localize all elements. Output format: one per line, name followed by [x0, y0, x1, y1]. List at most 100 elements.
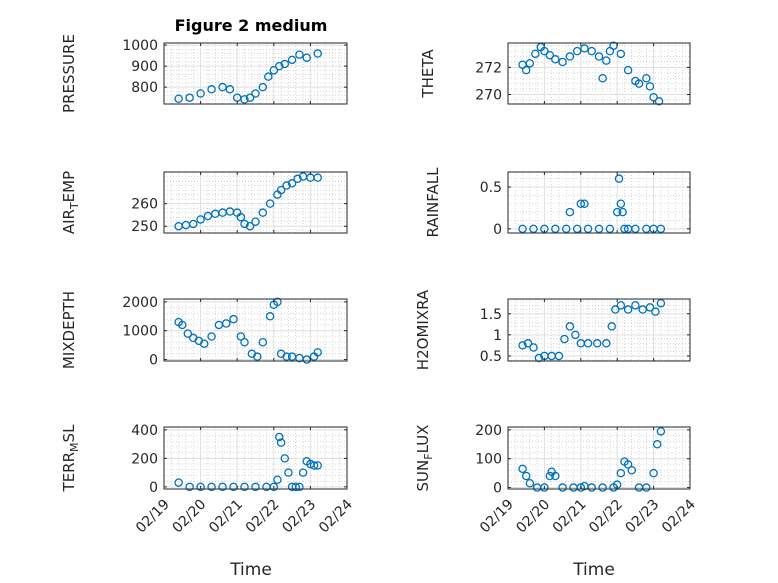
data-point	[287, 55, 297, 65]
y-tick-label: 250	[131, 219, 158, 235]
data-point	[258, 82, 268, 92]
data-point	[269, 482, 279, 492]
data-point	[236, 212, 246, 222]
data-point	[273, 475, 282, 484]
data-point	[218, 208, 227, 217]
data-point	[200, 339, 209, 348]
data-point	[580, 199, 589, 209]
data-point	[614, 174, 624, 183]
x-tick-label: 02/19	[133, 497, 173, 537]
data-point	[521, 65, 531, 75]
data-point	[529, 343, 538, 352]
data-point	[183, 329, 193, 338]
data-point	[518, 224, 527, 234]
x-tick-label: 02/22	[243, 497, 283, 537]
data-point	[298, 468, 308, 477]
data-point	[284, 468, 293, 477]
data-point	[240, 338, 249, 347]
y-tick-label: 1.5	[480, 307, 502, 323]
data-point	[313, 348, 322, 357]
data-point	[618, 207, 627, 217]
data-point	[652, 440, 662, 449]
y-tick-label: 0	[493, 481, 502, 497]
data-point	[642, 73, 651, 83]
y-tick-label: 100	[475, 452, 502, 468]
data-point	[627, 466, 637, 475]
subplot-rainfall: 0 0.5 RAINFALL	[424, 167, 691, 238]
axes-box	[507, 426, 691, 490]
y-tick-label: 1	[493, 328, 502, 344]
y-tick-label: 200	[475, 423, 502, 439]
data-point	[594, 224, 604, 234]
data-point	[282, 181, 291, 190]
data-point	[607, 322, 616, 331]
axes-box	[163, 171, 348, 234]
data-point	[565, 52, 575, 61]
y-axis-label: AIRTEMP	[60, 171, 81, 234]
data-point	[558, 483, 567, 492]
data-point	[540, 46, 549, 56]
data-point	[275, 432, 284, 442]
data-point	[293, 174, 302, 184]
y-tick-label: 272	[475, 60, 502, 76]
y-tick-label: 400	[131, 423, 158, 439]
data-point	[545, 50, 555, 60]
data-point	[276, 185, 286, 195]
data-point	[258, 208, 268, 217]
data-point	[645, 303, 655, 312]
data-point	[565, 207, 575, 217]
data-point	[309, 461, 319, 470]
subplot-air-temp: 250 260 AIRTEMP	[60, 171, 348, 235]
x-tick-label: 02/19	[477, 497, 517, 537]
x-tick-label: 02/20	[513, 497, 553, 537]
x-tick-label: 02/24	[316, 496, 356, 536]
data-point	[291, 482, 301, 492]
y-tick-label: 900	[131, 59, 158, 75]
data-point	[295, 50, 304, 59]
data-point	[181, 220, 191, 230]
data-point	[554, 351, 564, 361]
data-point	[602, 339, 611, 348]
data-point	[634, 79, 644, 88]
y-tick-label: 0.5	[480, 180, 502, 196]
data-point	[631, 301, 640, 310]
data-point	[185, 93, 194, 102]
data-point	[174, 478, 183, 487]
data-point	[313, 461, 322, 470]
data-point	[218, 82, 227, 92]
data-point	[656, 298, 666, 308]
data-point	[302, 53, 311, 62]
data-point	[178, 320, 187, 330]
data-point	[612, 207, 622, 217]
axes-box	[163, 42, 348, 105]
y-axis-label: TERRMSL	[60, 424, 81, 493]
data-point	[275, 61, 284, 71]
data-point	[189, 219, 198, 229]
data-point	[592, 339, 602, 348]
x-tick-label: 02/21	[550, 497, 590, 537]
y-tick-label: 0	[149, 353, 158, 369]
data-point	[521, 471, 531, 481]
data-point	[654, 97, 664, 106]
data-point	[295, 482, 304, 492]
x-tick-label: 02/20	[170, 497, 210, 537]
data-point	[561, 224, 571, 234]
data-point	[207, 85, 216, 94]
data-point	[225, 85, 235, 94]
y-tick-label: 0	[493, 222, 502, 238]
x-axis-label-left: Time	[229, 560, 272, 580]
data-point	[616, 49, 626, 59]
data-point	[240, 95, 249, 104]
data-point	[287, 179, 297, 188]
data-point	[551, 55, 560, 64]
data-point	[269, 66, 279, 75]
data-point	[642, 483, 651, 492]
data-point	[229, 314, 238, 324]
figure-title: Figure 2 medium	[175, 16, 328, 35]
data-point	[523, 339, 533, 348]
y-tick-label: 1000	[122, 324, 158, 340]
y-tick-label: 200	[131, 451, 158, 467]
x-axis-label-right: Time	[572, 560, 615, 580]
data-point	[598, 73, 607, 83]
